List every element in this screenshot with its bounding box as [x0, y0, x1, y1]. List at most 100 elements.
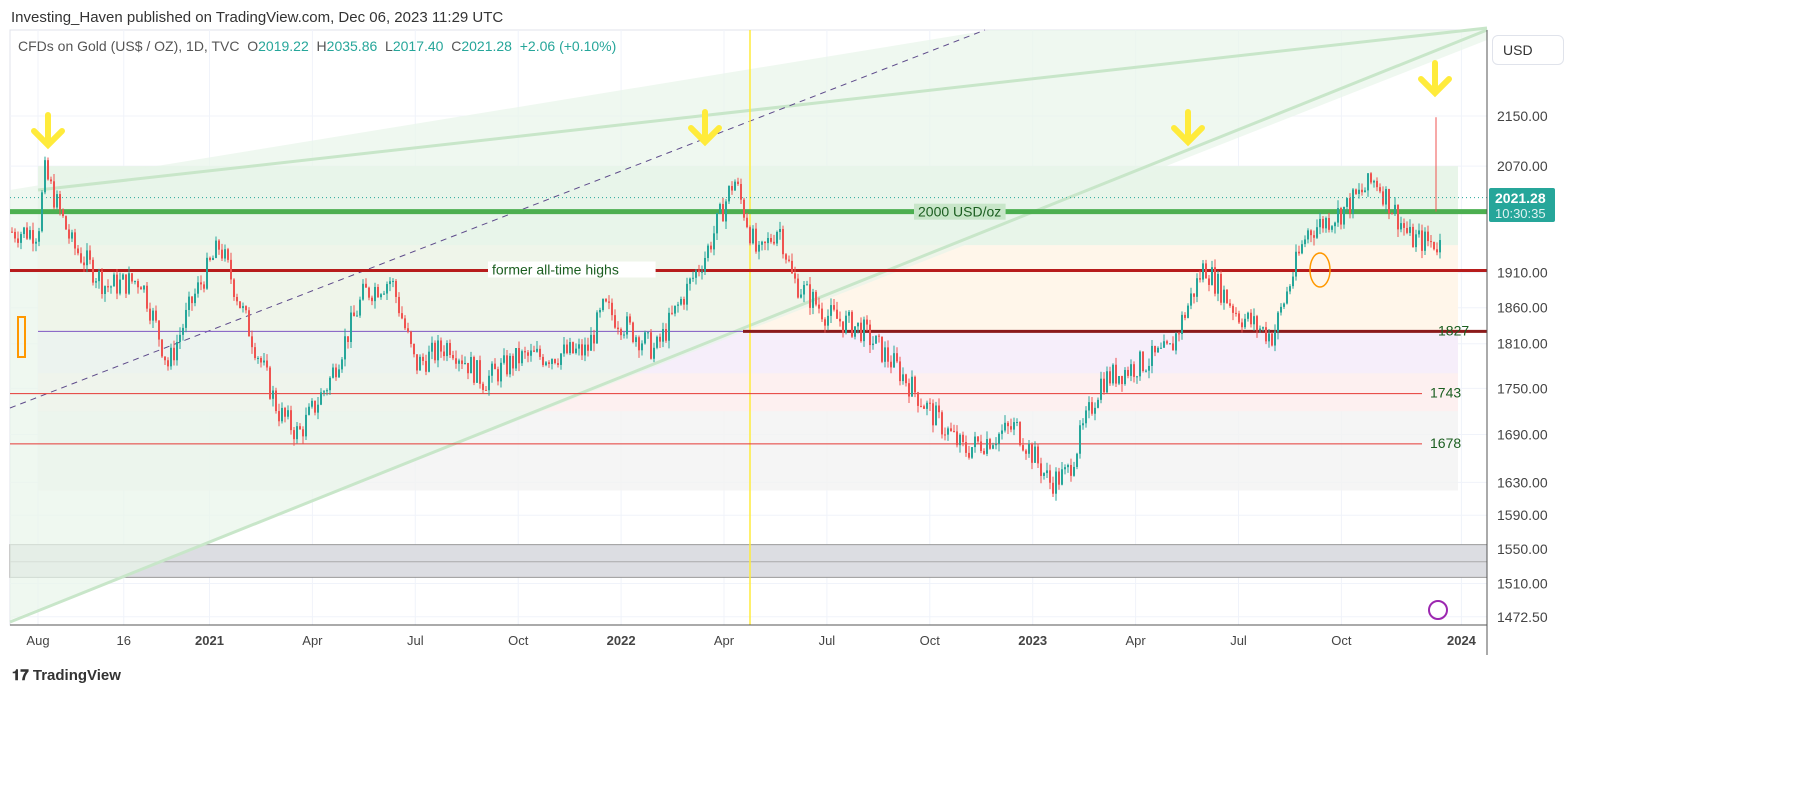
candle-body — [41, 192, 43, 232]
candle-body — [1319, 218, 1321, 228]
candle-body — [113, 274, 115, 287]
candle-body — [1295, 251, 1297, 277]
candle-body — [212, 257, 214, 261]
candle-body — [299, 426, 301, 430]
candle-body — [1367, 173, 1369, 191]
candle-body — [173, 347, 175, 361]
candle-body — [923, 406, 925, 409]
candle-body — [1034, 446, 1036, 463]
publisher-line: Investing_Haven published on TradingView… — [11, 9, 504, 26]
candle-body — [980, 441, 982, 451]
candle-body — [44, 160, 46, 193]
candle-body — [1214, 267, 1216, 294]
candle-body — [1061, 469, 1063, 485]
candle-body — [1157, 347, 1159, 353]
candle-body — [776, 232, 778, 244]
candle-body — [302, 429, 304, 437]
candle-body — [362, 283, 364, 300]
candle-body — [131, 273, 133, 282]
candle-body — [1334, 222, 1336, 227]
price-tick: 1590.00 — [1497, 507, 1548, 523]
last-price-value: 2021.28 — [1495, 190, 1546, 206]
candle-body — [440, 340, 442, 352]
candle-body — [50, 179, 52, 182]
candle-body — [239, 301, 241, 309]
candle-body — [1229, 303, 1231, 306]
candle-body — [14, 231, 16, 239]
candle-body — [749, 227, 751, 244]
candle-body — [335, 367, 337, 378]
candle-body — [1076, 453, 1078, 467]
candle-body — [737, 181, 739, 184]
time-tick: Oct — [508, 633, 529, 648]
candle-body — [1358, 189, 1360, 194]
candle-body — [1178, 333, 1180, 335]
candle-body — [194, 293, 196, 304]
candle-body — [1205, 263, 1207, 279]
candle-body — [287, 410, 289, 417]
candle-body — [1115, 364, 1117, 384]
price-tick: 1550.00 — [1497, 541, 1548, 557]
candle-body — [854, 326, 856, 337]
candle-body — [866, 319, 868, 325]
candle-body — [1268, 333, 1270, 342]
candle-body — [1304, 239, 1306, 245]
currency-button[interactable]: USD — [1492, 35, 1564, 65]
orange-circle — [1309, 252, 1331, 288]
candle-body — [383, 293, 385, 295]
candle-body — [413, 343, 415, 355]
candle-body — [1388, 189, 1390, 214]
candle-body — [563, 344, 565, 354]
candle-body — [893, 353, 895, 368]
candle-body — [1193, 293, 1195, 297]
candle-body — [1370, 173, 1372, 183]
candle-body — [1208, 278, 1210, 285]
candle-body — [1088, 402, 1090, 411]
candle-body — [851, 311, 853, 337]
candle-body — [1052, 482, 1054, 494]
candle-body — [1154, 345, 1156, 353]
candle-body — [53, 181, 55, 208]
countdown-value: 10:30:35 — [1495, 206, 1546, 221]
candle-body — [710, 245, 712, 250]
candle-body — [323, 391, 325, 393]
candle-body — [527, 352, 529, 356]
candle-body — [1256, 316, 1258, 331]
candle-body — [1349, 198, 1351, 214]
candle-body — [842, 321, 844, 333]
candle-body — [29, 230, 31, 239]
candle-body — [1169, 343, 1171, 345]
candle-body — [332, 367, 334, 378]
candle-body — [1217, 273, 1219, 294]
candle-body — [689, 278, 691, 284]
candle-body — [818, 304, 820, 309]
candle-body — [251, 336, 253, 348]
candle-body — [704, 257, 706, 272]
candle-body — [1175, 333, 1177, 351]
candle-body — [185, 309, 187, 328]
candle-body — [248, 310, 250, 337]
symbol-title[interactable]: CFDs on Gold (US$ / OZ), 1D, TVC — [18, 38, 240, 54]
candle-body — [782, 228, 784, 255]
candle-body — [1310, 230, 1312, 236]
candle-body — [929, 402, 931, 404]
candle-body — [20, 234, 22, 243]
candle-body — [278, 411, 280, 422]
high-value: 2035.86 — [326, 38, 378, 54]
candle-body — [788, 259, 790, 261]
candle-body — [80, 253, 82, 263]
candle-body — [581, 344, 583, 356]
candle-body — [1136, 376, 1138, 378]
candle-body — [983, 450, 985, 454]
candle-body — [746, 217, 748, 228]
candle-body — [968, 452, 970, 458]
candle-body — [632, 322, 634, 343]
candle-body — [593, 334, 595, 344]
candle-body — [176, 341, 178, 361]
candle-body — [770, 238, 772, 242]
candle-body — [1139, 351, 1141, 377]
candle-body — [1190, 293, 1192, 306]
candle-body — [1406, 227, 1408, 233]
level-label-1743: 1743 — [1430, 385, 1461, 401]
